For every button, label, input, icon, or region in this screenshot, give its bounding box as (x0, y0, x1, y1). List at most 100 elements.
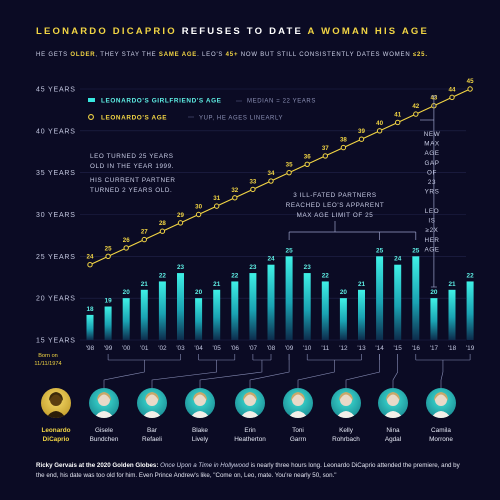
leo-age-value: 32 (231, 187, 238, 194)
age-gap-text: OF (427, 169, 437, 176)
person-silhouette-icon (94, 392, 114, 418)
x-tick-label: '13 (357, 345, 366, 352)
age-ratio-text: LEO (425, 208, 439, 215)
title-end: A WOMAN HIS AGE (307, 26, 430, 37)
girlfriend-age-bar (213, 289, 221, 340)
first-name: Erin (244, 427, 256, 434)
leo-age-point (214, 203, 220, 209)
age-ratio-text: ≥2X (426, 227, 439, 234)
girlfriend-age-bar (448, 289, 456, 340)
leo-age-value: 35 (286, 162, 293, 169)
x-tick-label: '02 (158, 345, 167, 352)
partner-name: Bar Refaeli (122, 426, 182, 444)
x-tick-label: '09 (285, 345, 294, 352)
girlfriend-age-bar (86, 314, 94, 340)
x-tick-label: '05 (213, 345, 222, 352)
last-name: Bundchen (89, 436, 119, 443)
title-middle: REFUSES TO DATE (181, 26, 304, 37)
girlfriend-age-bar (285, 256, 293, 340)
subtitle-25: ≤25. (412, 52, 428, 58)
partner-portrait (283, 388, 313, 418)
girlfriend-age-bar (466, 281, 474, 340)
first-name: Camila (431, 427, 451, 434)
leo-age-value: 44 (449, 86, 456, 93)
age-gap-text: AGE (424, 150, 439, 157)
legend-girlfriend-swatch (88, 98, 95, 102)
subtitle-older: OLDER (70, 52, 96, 58)
first-name: Toni (292, 427, 304, 434)
leo-age-value: 26 (123, 237, 130, 244)
partner-portrait (137, 388, 167, 418)
leo-age-value: 25 (105, 245, 112, 252)
x-tick-label: '00 (122, 345, 131, 352)
person-silhouette-icon (383, 392, 403, 418)
leo-age-value: 31 (213, 195, 220, 202)
annotation-turned-25-line2: OLD IN THE YEAR 1999. (90, 163, 174, 170)
girlfriend-age-bar (358, 289, 365, 340)
girlfriend-age-value: 20 (430, 289, 438, 296)
leo-age-value: 24 (87, 254, 94, 261)
leo-age-point (232, 195, 238, 201)
girlfriend-age-value: 18 (86, 306, 94, 313)
subtitle-text: , THEY STAY THE (95, 52, 157, 58)
title-name: LEONARDO DICAPRIO (36, 26, 177, 37)
leo-age-value: 36 (304, 153, 311, 160)
quote-film-title: Once Upon a Time in Hollywood (160, 462, 249, 469)
connector-line (103, 360, 145, 388)
last-name: Refaeli (142, 436, 162, 443)
leo-age-point (304, 161, 310, 168)
girlfriend-age-value: 24 (267, 256, 275, 263)
x-axis: '98 '99 '00 '01 '02 '03 '04 '05 '06 '07 '08 '09 '10 '… (86, 345, 475, 352)
girlfriend-age-bar (430, 298, 438, 340)
leo-age-point (322, 153, 328, 159)
x-tick-label: '98 (86, 345, 95, 352)
first-name: Bar (147, 427, 157, 434)
subtitle-45: 45+ (225, 52, 239, 58)
girlfriend-age-bar (104, 306, 112, 340)
first-name: Gisele (94, 427, 114, 434)
first-name: Kelly (339, 427, 353, 434)
annotation-ill-fated-line2: REACHED LEO'S APPARENT (286, 202, 385, 209)
leo-age-value: 37 (322, 145, 329, 152)
person-silhouette-icon (190, 392, 210, 418)
annotation-current-line2: TURNED 2 YEARS OLD. (90, 187, 172, 194)
x-tick-label: '16 (412, 345, 421, 352)
last-name: Agdal (384, 436, 402, 443)
girlfriend-age-value: 24 (394, 256, 402, 263)
leo-age-point (286, 169, 292, 176)
girlfriend-age-value: 20 (123, 289, 131, 296)
leo-portrait (41, 388, 71, 418)
x-tick-label: '01 (140, 345, 149, 352)
leo-age-point (395, 119, 401, 126)
legend-leo-marker (88, 114, 94, 120)
y-axis: 15 YEARS 20 YEARS 25 YEARS 30 YEARS 35 YEARS… (36, 87, 76, 345)
leo-age-point (413, 111, 419, 117)
girlfriend-age-bar (376, 256, 384, 340)
x-tick-label: '19 (466, 345, 475, 352)
girlfriend-age-value: 25 (376, 247, 384, 254)
last-name: Rohrbach (332, 436, 360, 443)
partner-name: Kelly Rohrbach (316, 426, 376, 444)
person-silhouette-icon (431, 392, 451, 418)
girlfriend-age-bar (249, 273, 257, 340)
x-tick-label: '03 (176, 345, 185, 352)
y-tick-label: 30 YEARS (36, 212, 76, 219)
leo-age-point (268, 178, 274, 184)
chart-title: LEONARDO DICAPRIO REFUSES TO DATE A WOMA… (36, 26, 429, 37)
girlfriend-age-value: 19 (105, 298, 113, 305)
leo-age-value: 30 (195, 204, 202, 211)
girlfriend-age-value: 23 (249, 264, 257, 271)
connector-line (249, 360, 290, 388)
y-tick-label: 15 YEARS (36, 338, 76, 345)
girlfriend-age-bar (195, 298, 203, 340)
leo-age-value: 39 (358, 128, 365, 135)
leo-age-point (376, 128, 383, 134)
girlfriend-age-value: 20 (195, 289, 203, 296)
girlfriend-age-value: 23 (304, 264, 312, 271)
x-tick-label: '17 (430, 345, 439, 352)
leo-age-point (87, 262, 93, 268)
leo-age-value: 34 (268, 170, 275, 177)
connector-line (440, 360, 444, 388)
subtitle-text: NOW BUT STILL CONSISTENTLY DATES WOMEN (240, 52, 411, 58)
person-silhouette-icon (240, 392, 260, 418)
